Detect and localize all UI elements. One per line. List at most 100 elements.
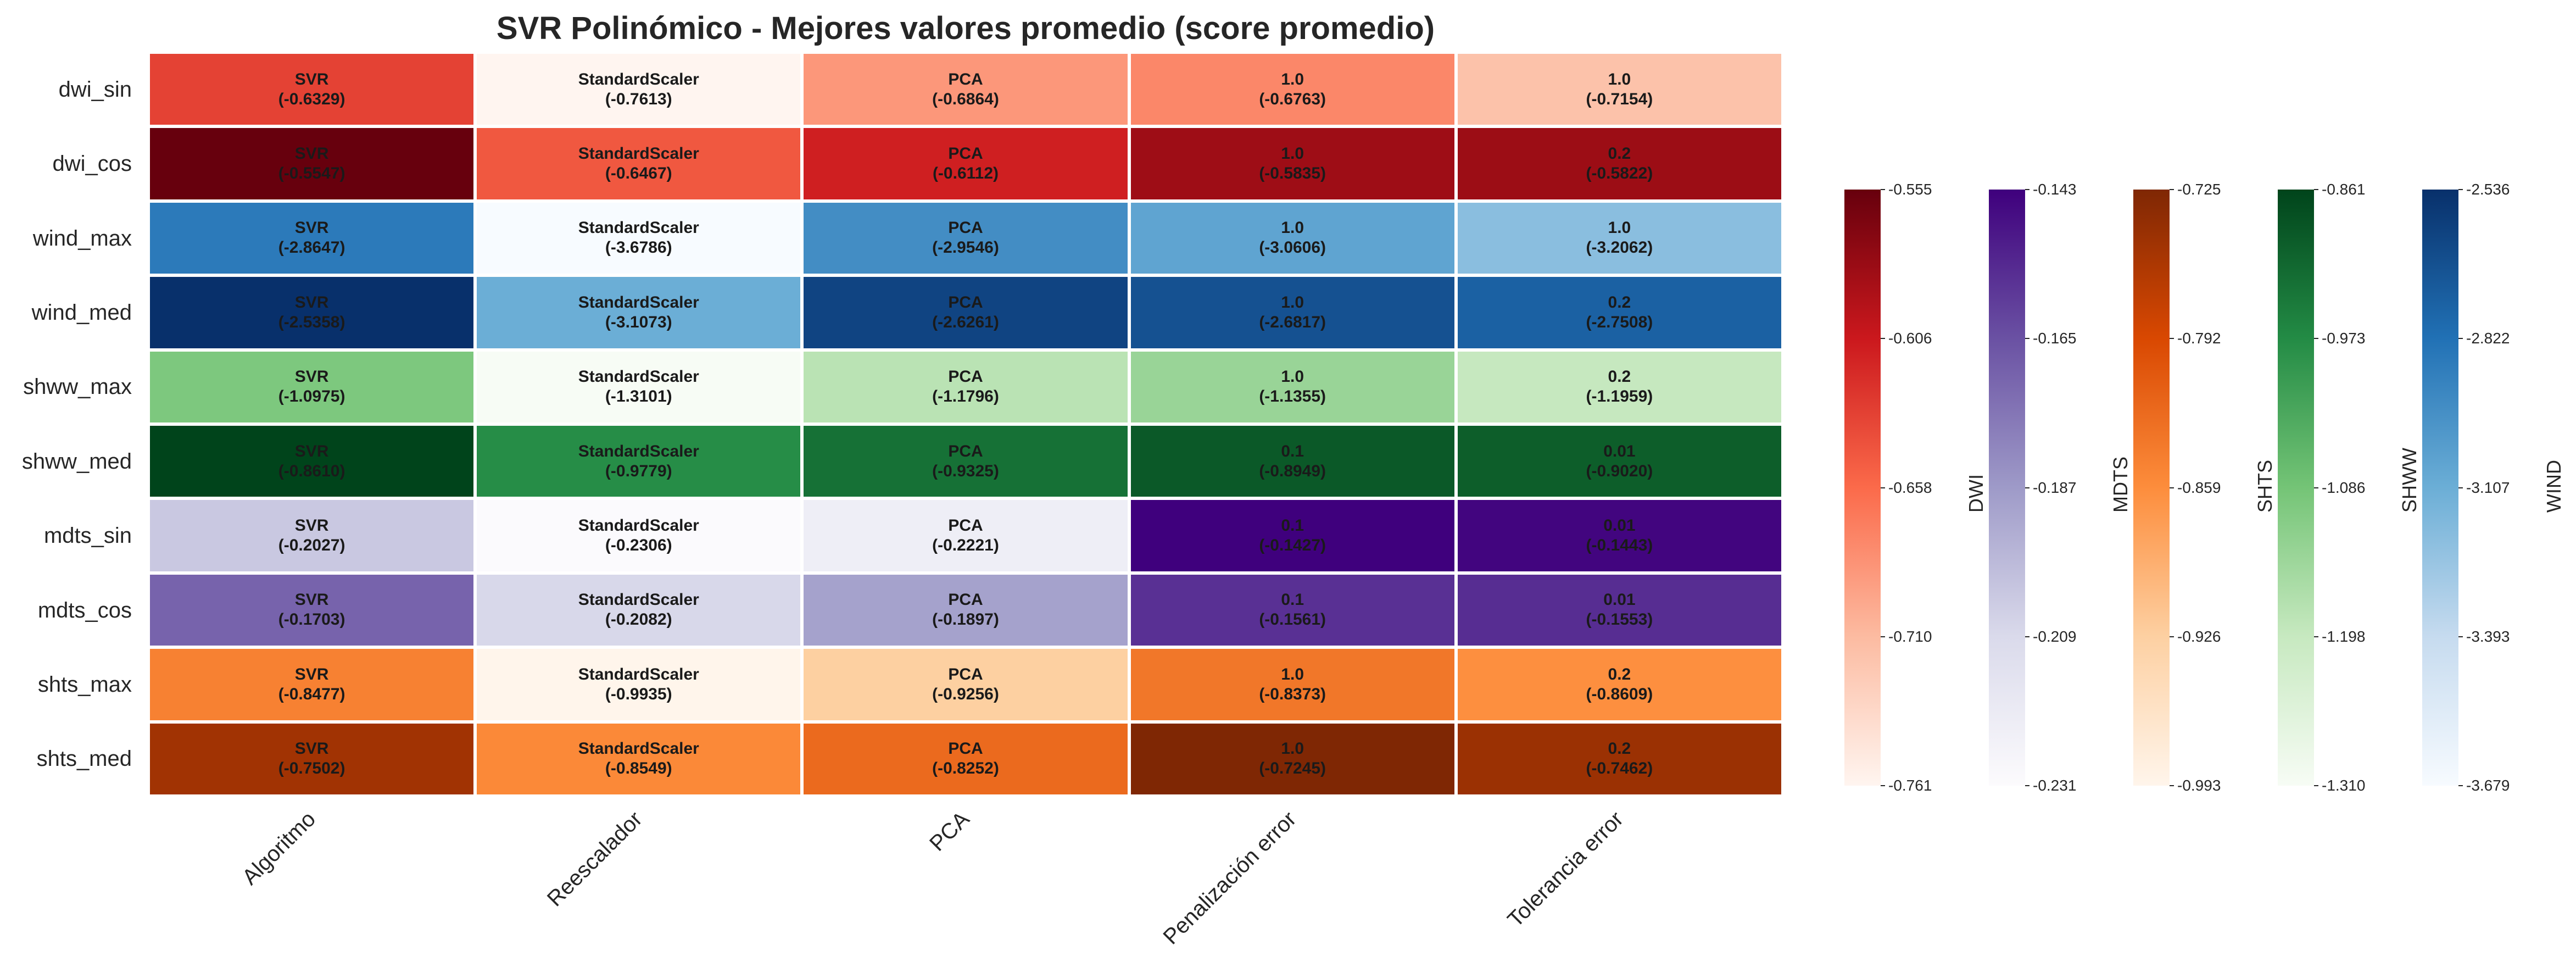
colorbar-tick-mark bbox=[2170, 785, 2174, 786]
heatmap-cell: StandardScaler (-3.6786) bbox=[475, 201, 802, 276]
heatmap-cell: PCA (-0.9325) bbox=[802, 424, 1129, 499]
cell-score: (-0.6864) bbox=[932, 90, 999, 108]
heatmap-cell: SVR (-0.5547) bbox=[148, 126, 476, 201]
colorbar-tick-mark bbox=[2314, 189, 2318, 190]
cell-label: StandardScaler bbox=[578, 70, 699, 88]
cell-score: (-2.6817) bbox=[1259, 313, 1326, 331]
cell-label: SVR bbox=[294, 368, 329, 386]
heatmap-cell: SVR (-0.7502) bbox=[148, 721, 476, 796]
cell-label: 1.0 bbox=[1281, 293, 1304, 312]
heatmap-cell: PCA (-0.6112) bbox=[802, 126, 1129, 201]
cell-label: SVR bbox=[294, 144, 329, 163]
cell-score: (-0.8949) bbox=[1259, 462, 1326, 480]
colorbar-tick-label: -2.536 bbox=[2466, 181, 2510, 198]
cell-label: PCA bbox=[948, 591, 983, 609]
colorbar-tick-label: -0.231 bbox=[2033, 777, 2077, 794]
cell-label: PCA bbox=[948, 442, 983, 460]
cell-label: StandardScaler bbox=[578, 293, 699, 312]
cell-score: (-0.8477) bbox=[278, 685, 345, 703]
colorbar-tick-label: -3.679 bbox=[2466, 777, 2510, 794]
cell-label: PCA bbox=[948, 665, 983, 683]
colorbar-tick-label: -0.658 bbox=[1888, 479, 1932, 496]
column-label: Algoritmo bbox=[237, 807, 320, 890]
cell-score: (-0.2082) bbox=[605, 610, 672, 629]
cell-label: 0.2 bbox=[1608, 144, 1631, 163]
cell-label: 0.2 bbox=[1608, 368, 1631, 386]
cell-score: (-1.1959) bbox=[1586, 387, 1653, 406]
colorbar-tick-label: -1.198 bbox=[2322, 627, 2366, 645]
cell-score: (-0.7502) bbox=[278, 759, 345, 778]
cell-score: (-0.1427) bbox=[1259, 536, 1326, 555]
cell-score: (-3.0606) bbox=[1259, 238, 1326, 257]
cell-label: 1.0 bbox=[1608, 219, 1631, 237]
colorbar-tick-label: -1.310 bbox=[2322, 777, 2366, 794]
heatmap-cell: 0.01 (-0.1553) bbox=[1456, 572, 1783, 648]
cell-label: 0.1 bbox=[1281, 591, 1304, 609]
column-label: Penalización error bbox=[1158, 807, 1301, 949]
heatmap-cell: 0.2 (-2.7508) bbox=[1456, 275, 1783, 350]
heatmap-cell: PCA (-0.1897) bbox=[802, 572, 1129, 648]
cell-score: (-0.9779) bbox=[605, 462, 672, 480]
colorbar-tick-mark bbox=[2025, 785, 2029, 786]
cell-score: (-0.8549) bbox=[605, 759, 672, 778]
colorbar-tick-label: -0.861 bbox=[2322, 181, 2366, 198]
heatmap-cell: StandardScaler (-0.2306) bbox=[475, 498, 802, 573]
heatmap-cell: 1.0 (-1.1355) bbox=[1129, 349, 1456, 424]
cell-label: StandardScaler bbox=[578, 144, 699, 163]
colorbar-tick-mark bbox=[2314, 338, 2318, 340]
cell-label: PCA bbox=[948, 144, 983, 163]
cell-label: 1.0 bbox=[1281, 219, 1304, 237]
colorbar-tick-mark bbox=[2314, 636, 2318, 637]
cell-score: (-2.6261) bbox=[932, 313, 999, 331]
cell-score: (-0.1561) bbox=[1259, 610, 1326, 629]
cell-label: 1.0 bbox=[1281, 740, 1304, 758]
cell-label: 1.0 bbox=[1281, 665, 1304, 683]
heatmap-cell: PCA (-0.2221) bbox=[802, 498, 1129, 573]
heatmap-cell: PCA (-0.9256) bbox=[802, 647, 1129, 722]
cell-score: (-0.2221) bbox=[932, 536, 999, 555]
cell-score: (-0.7462) bbox=[1586, 759, 1653, 778]
heatmap-cell: StandardScaler (-0.2082) bbox=[475, 572, 802, 648]
colorbar-tick-mark bbox=[2458, 338, 2463, 340]
heatmap-cell: 0.1 (-0.8949) bbox=[1129, 424, 1456, 499]
cell-label: 1.0 bbox=[1608, 70, 1631, 88]
colorbar-tick-mark bbox=[2458, 487, 2463, 488]
heatmap-cell: 1.0 (-0.7245) bbox=[1129, 721, 1456, 796]
cell-label: PCA bbox=[948, 70, 983, 88]
colorbar-tick-label: -3.393 bbox=[2466, 627, 2510, 645]
cell-score: (-2.5358) bbox=[278, 313, 345, 331]
column-label: Reescalador bbox=[543, 807, 648, 911]
colorbar-tick-label: -0.710 bbox=[1888, 627, 1932, 645]
cell-label: 0.1 bbox=[1281, 516, 1304, 535]
column-label: Tolerancia error bbox=[1502, 807, 1628, 932]
heatmap-cell: SVR (-0.1703) bbox=[148, 572, 476, 648]
heatmap-cell: 1.0 (-2.6817) bbox=[1129, 275, 1456, 350]
colorbar-tick-mark bbox=[2458, 785, 2463, 786]
cell-label: SVR bbox=[294, 591, 329, 609]
row-label: shww_med bbox=[21, 449, 132, 474]
cell-score: (-0.9020) bbox=[1586, 462, 1653, 480]
colorbar-tick-label: -0.926 bbox=[2177, 627, 2221, 645]
cell-score: (-0.1553) bbox=[1586, 610, 1653, 629]
cell-score: (-0.6467) bbox=[605, 164, 672, 183]
cell-label: 0.01 bbox=[1603, 516, 1636, 535]
cell-score: (-0.2306) bbox=[605, 536, 672, 555]
row-label: shts_max bbox=[37, 672, 132, 697]
row-label: mdts_sin bbox=[43, 524, 132, 548]
cell-score: (-1.3101) bbox=[605, 387, 672, 406]
cell-label: 1.0 bbox=[1281, 144, 1304, 163]
colorbar-tick-mark bbox=[2170, 636, 2174, 637]
heatmap-cell: StandardScaler (-0.6467) bbox=[475, 126, 802, 201]
cell-label: StandardScaler bbox=[578, 740, 699, 758]
colorbar-tick-mark bbox=[2170, 338, 2174, 340]
colorbar-tick-label: -2.822 bbox=[2466, 330, 2510, 347]
colorbar-tick-label: -0.973 bbox=[2322, 330, 2366, 347]
cell-score: (-2.7508) bbox=[1586, 313, 1653, 331]
heatmap-cell: PCA (-0.6864) bbox=[802, 52, 1129, 127]
colorbar-tick-label: -0.725 bbox=[2177, 181, 2221, 198]
heatmap-cell: 0.2 (-0.7462) bbox=[1456, 721, 1783, 796]
cell-label: PCA bbox=[948, 516, 983, 535]
cell-score: (-2.9546) bbox=[932, 238, 999, 257]
cell-label: SVR bbox=[294, 219, 329, 237]
